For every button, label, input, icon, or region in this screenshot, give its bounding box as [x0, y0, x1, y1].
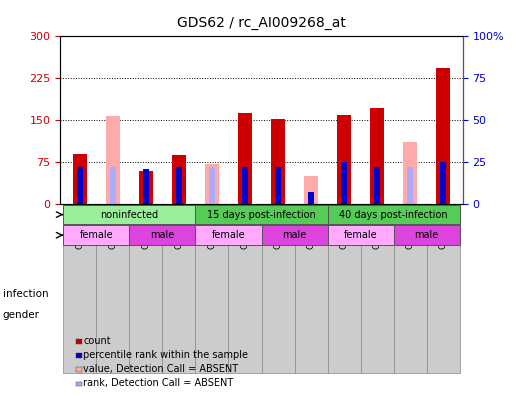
Bar [242, 167, 248, 204]
Bar [173, 155, 186, 204]
Text: female: female [212, 230, 245, 240]
Bar [139, 171, 153, 204]
Bar [63, 225, 130, 245]
FancyBboxPatch shape [63, 204, 96, 373]
Bar [337, 116, 350, 204]
Bar [143, 169, 149, 204]
Bar [370, 108, 384, 204]
FancyBboxPatch shape [229, 204, 262, 373]
Text: male: male [282, 230, 306, 240]
Bar [327, 205, 460, 225]
FancyBboxPatch shape [262, 204, 294, 373]
Text: male: male [414, 230, 439, 240]
Bar [73, 154, 86, 204]
FancyBboxPatch shape [294, 204, 327, 373]
Bar [196, 205, 327, 225]
Text: noninfected: noninfected [100, 209, 158, 220]
Bar [327, 225, 393, 245]
Bar [130, 225, 196, 245]
Text: count: count [83, 335, 111, 346]
FancyBboxPatch shape [96, 204, 130, 373]
Text: 15 days post-infection: 15 days post-infection [207, 209, 316, 220]
Bar [209, 167, 215, 204]
FancyBboxPatch shape [130, 204, 163, 373]
Bar [304, 176, 317, 204]
Text: female: female [79, 230, 113, 240]
Bar [308, 192, 314, 204]
Text: value, Detection Call = ABSENT: value, Detection Call = ABSENT [83, 364, 238, 374]
Text: infection: infection [3, 289, 48, 299]
Bar [77, 167, 83, 204]
Bar [374, 167, 380, 204]
Bar [437, 68, 450, 204]
Text: gender: gender [3, 310, 40, 320]
Bar [275, 167, 281, 204]
Bar [393, 225, 460, 245]
Bar [206, 164, 219, 204]
Bar [407, 167, 413, 204]
Bar [341, 162, 347, 204]
Text: rank, Detection Call = ABSENT: rank, Detection Call = ABSENT [83, 378, 234, 388]
Bar [176, 167, 182, 204]
Text: GDS62 / rc_AI009268_at: GDS62 / rc_AI009268_at [177, 16, 346, 30]
Bar [196, 225, 262, 245]
Bar [238, 112, 252, 204]
Bar [262, 225, 327, 245]
FancyBboxPatch shape [427, 204, 460, 373]
Bar [440, 162, 446, 204]
Bar [403, 143, 417, 204]
FancyBboxPatch shape [163, 204, 196, 373]
Bar [106, 116, 120, 204]
Bar [110, 167, 116, 204]
Text: percentile rank within the sample: percentile rank within the sample [83, 350, 248, 360]
FancyBboxPatch shape [196, 204, 229, 373]
FancyBboxPatch shape [327, 204, 360, 373]
Text: female: female [344, 230, 377, 240]
Bar [271, 119, 285, 204]
Text: 40 days post-infection: 40 days post-infection [339, 209, 448, 220]
Text: male: male [150, 230, 175, 240]
FancyBboxPatch shape [393, 204, 427, 373]
Bar [63, 205, 196, 225]
FancyBboxPatch shape [360, 204, 393, 373]
